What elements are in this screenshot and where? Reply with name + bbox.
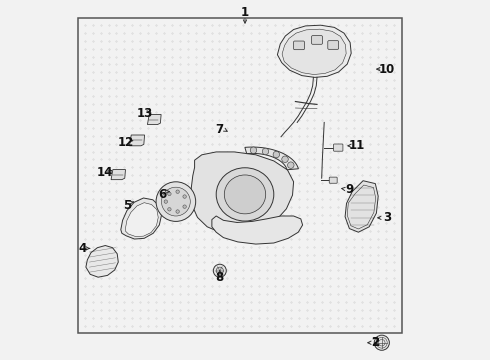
Polygon shape: [212, 216, 303, 244]
Circle shape: [162, 187, 190, 216]
Text: 14: 14: [97, 166, 113, 179]
Ellipse shape: [216, 168, 274, 221]
Circle shape: [164, 200, 168, 203]
Circle shape: [374, 335, 390, 350]
Polygon shape: [277, 25, 351, 77]
Circle shape: [156, 182, 196, 221]
Text: 3: 3: [383, 211, 391, 224]
Polygon shape: [282, 29, 346, 75]
Polygon shape: [191, 152, 294, 234]
Circle shape: [183, 195, 186, 198]
Text: 5: 5: [123, 199, 131, 212]
Circle shape: [168, 192, 171, 195]
Bar: [77, 18, 402, 333]
Text: 1: 1: [241, 6, 249, 19]
Polygon shape: [121, 198, 162, 239]
FancyBboxPatch shape: [328, 41, 339, 49]
Circle shape: [250, 147, 257, 153]
Polygon shape: [147, 114, 161, 125]
Polygon shape: [86, 246, 118, 277]
Text: 2: 2: [371, 336, 379, 349]
Circle shape: [168, 208, 171, 211]
Text: 6: 6: [158, 188, 166, 201]
FancyBboxPatch shape: [294, 41, 304, 50]
Ellipse shape: [224, 175, 266, 214]
Polygon shape: [111, 170, 125, 180]
FancyBboxPatch shape: [312, 36, 322, 44]
Text: 8: 8: [216, 271, 224, 284]
Polygon shape: [345, 181, 378, 232]
FancyBboxPatch shape: [329, 177, 337, 183]
Circle shape: [282, 156, 288, 162]
Text: 10: 10: [379, 63, 395, 76]
Circle shape: [183, 205, 186, 208]
Text: 2: 2: [371, 336, 379, 349]
Polygon shape: [245, 147, 298, 170]
Text: 4: 4: [78, 242, 86, 255]
Text: 12: 12: [118, 136, 134, 149]
Circle shape: [176, 190, 179, 193]
Circle shape: [288, 162, 294, 168]
Polygon shape: [125, 203, 158, 237]
Text: 9: 9: [345, 183, 353, 195]
Text: 13: 13: [137, 107, 153, 120]
Circle shape: [273, 151, 280, 158]
Circle shape: [262, 148, 269, 155]
Polygon shape: [129, 135, 145, 146]
Text: 7: 7: [216, 123, 224, 136]
Circle shape: [213, 264, 226, 277]
Text: 11: 11: [348, 139, 365, 152]
FancyBboxPatch shape: [334, 144, 343, 151]
Circle shape: [176, 210, 179, 213]
Circle shape: [216, 267, 223, 274]
